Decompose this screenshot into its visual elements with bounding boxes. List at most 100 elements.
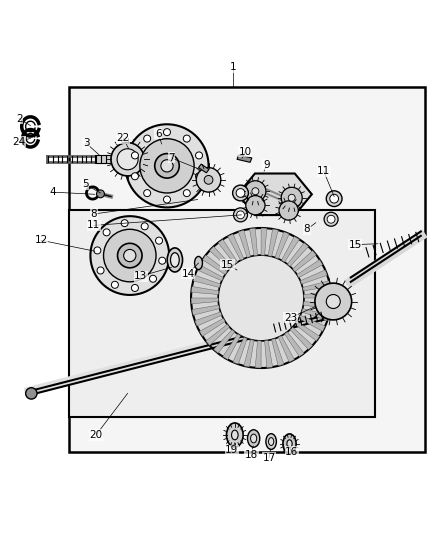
Circle shape: [96, 190, 104, 198]
Circle shape: [236, 189, 244, 197]
Ellipse shape: [194, 256, 202, 270]
Polygon shape: [264, 340, 272, 368]
Text: 11: 11: [316, 166, 329, 176]
Ellipse shape: [250, 434, 256, 443]
Circle shape: [111, 281, 118, 288]
Circle shape: [159, 257, 165, 264]
Polygon shape: [268, 229, 278, 256]
Polygon shape: [237, 155, 251, 163]
Circle shape: [232, 185, 248, 201]
Circle shape: [204, 175, 212, 184]
Circle shape: [103, 229, 155, 282]
Polygon shape: [218, 239, 237, 264]
Polygon shape: [274, 232, 289, 259]
Circle shape: [90, 216, 169, 295]
Text: 9: 9: [262, 159, 269, 169]
Text: 24: 24: [12, 137, 26, 147]
Polygon shape: [301, 309, 328, 321]
Circle shape: [195, 173, 202, 180]
Circle shape: [143, 190, 150, 197]
Polygon shape: [194, 312, 221, 326]
Circle shape: [325, 295, 339, 309]
Circle shape: [131, 285, 138, 292]
Circle shape: [281, 187, 301, 208]
Text: 11: 11: [87, 220, 100, 230]
Circle shape: [141, 223, 148, 230]
Text: 15: 15: [348, 240, 361, 249]
Circle shape: [124, 249, 136, 262]
Polygon shape: [237, 174, 311, 215]
Polygon shape: [255, 341, 261, 368]
Circle shape: [97, 267, 104, 274]
Ellipse shape: [231, 430, 237, 440]
Polygon shape: [198, 164, 208, 173]
Text: 20: 20: [89, 430, 102, 440]
Circle shape: [121, 220, 128, 227]
Text: 15: 15: [220, 260, 233, 270]
Ellipse shape: [286, 440, 291, 448]
Polygon shape: [249, 228, 257, 256]
Text: 2: 2: [16, 114, 22, 124]
Polygon shape: [95, 155, 117, 163]
Circle shape: [143, 135, 150, 142]
Circle shape: [325, 191, 341, 207]
Polygon shape: [244, 340, 254, 367]
Circle shape: [196, 167, 220, 192]
Ellipse shape: [226, 423, 243, 447]
Circle shape: [25, 387, 37, 399]
Polygon shape: [68, 87, 424, 453]
Polygon shape: [68, 209, 374, 417]
Ellipse shape: [265, 434, 276, 449]
Circle shape: [160, 160, 173, 172]
Circle shape: [163, 128, 170, 136]
Text: 3: 3: [82, 138, 89, 148]
Circle shape: [329, 195, 338, 203]
Text: 17: 17: [262, 453, 275, 463]
Polygon shape: [290, 327, 312, 350]
Text: 10: 10: [238, 147, 251, 157]
Circle shape: [288, 195, 294, 201]
Text: 8: 8: [90, 209, 97, 219]
Circle shape: [131, 173, 138, 180]
Polygon shape: [199, 318, 225, 336]
Circle shape: [155, 237, 162, 244]
Ellipse shape: [283, 434, 295, 454]
Polygon shape: [303, 292, 330, 298]
Polygon shape: [303, 302, 330, 310]
Ellipse shape: [167, 248, 182, 272]
Polygon shape: [300, 270, 327, 284]
Circle shape: [245, 196, 265, 215]
Polygon shape: [281, 237, 299, 262]
Circle shape: [163, 196, 170, 203]
Circle shape: [117, 243, 142, 268]
Text: 14: 14: [181, 269, 194, 279]
Text: 6: 6: [155, 129, 161, 139]
Circle shape: [94, 247, 101, 254]
Circle shape: [233, 208, 247, 222]
Text: 1: 1: [229, 62, 235, 72]
Circle shape: [279, 201, 297, 220]
Circle shape: [111, 143, 144, 176]
Polygon shape: [213, 329, 234, 353]
Circle shape: [140, 139, 194, 193]
Ellipse shape: [268, 438, 273, 446]
Polygon shape: [298, 315, 325, 332]
Ellipse shape: [170, 253, 179, 267]
Circle shape: [326, 215, 334, 223]
Polygon shape: [271, 338, 283, 366]
Circle shape: [195, 152, 202, 159]
Text: 18: 18: [244, 450, 258, 459]
Polygon shape: [191, 298, 218, 304]
Circle shape: [103, 229, 110, 236]
Circle shape: [183, 135, 190, 142]
Text: 5: 5: [81, 179, 88, 189]
Polygon shape: [278, 336, 294, 362]
Polygon shape: [233, 337, 247, 364]
Circle shape: [314, 283, 351, 320]
Circle shape: [183, 190, 190, 197]
Polygon shape: [238, 230, 250, 257]
Circle shape: [244, 181, 265, 201]
Polygon shape: [284, 332, 304, 357]
Circle shape: [125, 124, 208, 207]
Polygon shape: [193, 275, 220, 287]
